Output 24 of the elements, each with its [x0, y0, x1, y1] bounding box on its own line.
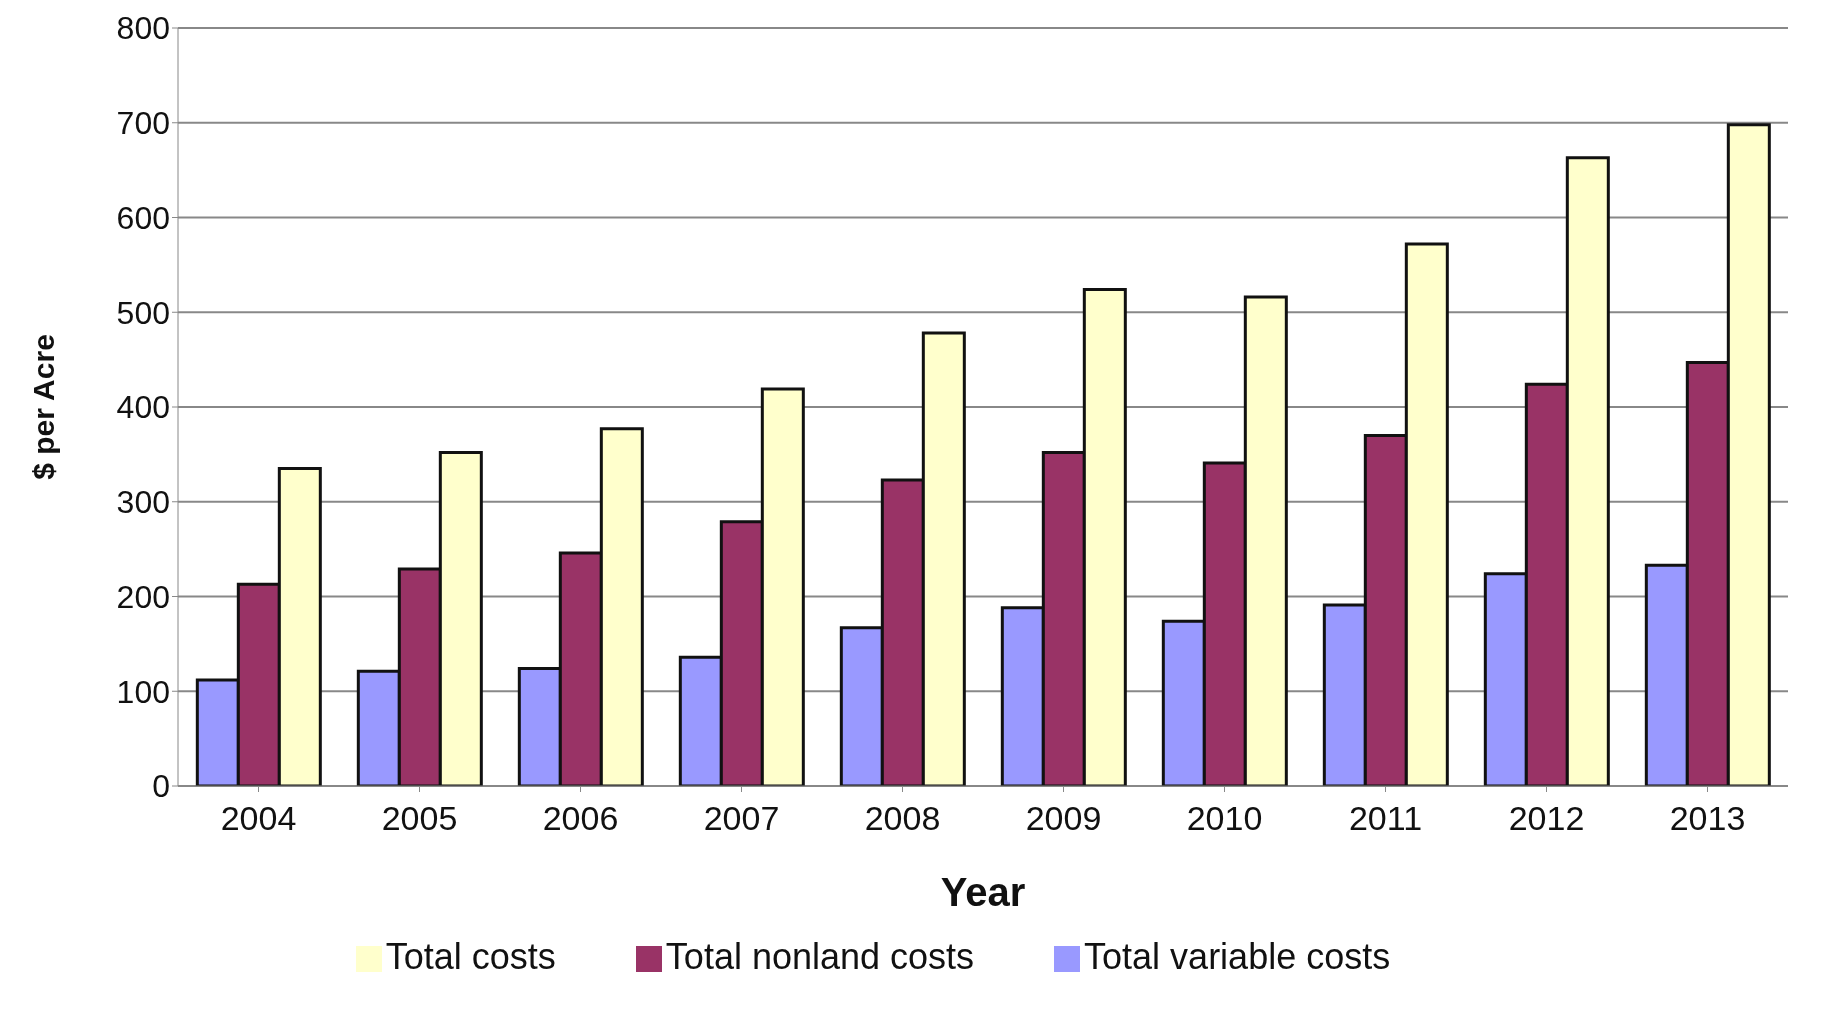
legend-label: Total costs: [385, 936, 556, 977]
x-tick-label: 2010: [1186, 799, 1263, 838]
y-axis-title: $ per Acre: [26, 334, 60, 480]
y-tick-label: 600: [116, 199, 170, 236]
y-tick-label: 300: [116, 484, 170, 521]
legend-label: Total variable costs: [1084, 936, 1391, 977]
y-tick-label: 200: [116, 578, 170, 615]
legend-label: Total nonland costs: [665, 936, 975, 977]
x-tick-label: 2008: [864, 799, 941, 838]
y-tick-label: 500: [116, 294, 170, 331]
x-tick-label: 2011: [1348, 799, 1423, 838]
x-tick-label: 2006: [542, 799, 619, 838]
y-tick-label: 0: [152, 768, 170, 805]
x-tick-label: 2013: [1669, 799, 1746, 838]
y-tick-label: 700: [116, 105, 170, 142]
y-tick-label: 400: [116, 389, 170, 426]
x-tick-label: 2007: [703, 799, 780, 838]
x-tick-label: 2005: [381, 799, 458, 838]
x-tick-label: 2004: [220, 799, 297, 838]
x-axis-title: Year: [940, 870, 1026, 914]
y-tick-label: 100: [116, 673, 170, 710]
x-tick-label: 2009: [1025, 799, 1102, 838]
x-tick-label: 2012: [1508, 799, 1585, 838]
y-tick-label: 800: [116, 10, 170, 47]
